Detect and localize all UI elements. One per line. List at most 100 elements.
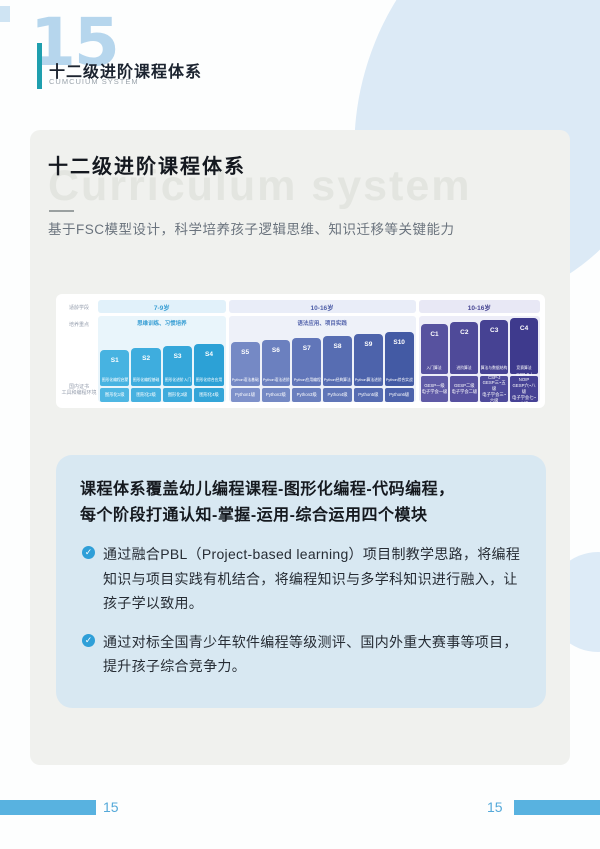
level-code: S9: [364, 341, 373, 348]
level-column-S8: S8 Python经典算法 Python4级: [323, 336, 352, 402]
bullet-item: ✓ 通过对标全国青少年软件编程等级测评、国内外重大赛事等项目，提升孩子综合竞争力。: [80, 630, 522, 679]
level-cert: Python6级: [384, 388, 414, 402]
level-column-S6: S6 Python语法进阶 Python2级: [261, 340, 291, 402]
level-label: 图形化编程启蒙: [101, 377, 129, 382]
level-bar: S8 Python经典算法: [323, 336, 352, 386]
level-bar: S2 图形化编程基础: [131, 348, 161, 386]
level-bar: S10 Python综合实战: [384, 332, 414, 386]
group-body: 语法应用、项目实践 S5 Python语法基础 Python1级 S6 Python语法进…: [228, 316, 416, 402]
level-column-S2: S2 图形化编程基础 图形化2级: [131, 348, 161, 402]
level-column-S1: S1 图形化编程启蒙图形化1级: [100, 350, 130, 402]
chapter-title: 十二级进阶课程体系: [49, 64, 203, 81]
group-focus: 思维训练、习惯培养: [137, 321, 187, 327]
level-bar: C4 竞赛算法: [510, 318, 538, 374]
level-label: 入门算法: [426, 365, 443, 370]
level-code: S2: [142, 355, 151, 362]
group-age-range: 10-16岁: [418, 300, 540, 313]
level-cert: 图形化1级: [100, 388, 130, 402]
level-bar: S3 图形化进阶入门: [162, 346, 193, 386]
level-bar: S9 Python算法进阶: [353, 334, 383, 386]
group-age-range: 10-16岁: [228, 300, 416, 313]
watermark-text: Curriculum system: [48, 162, 472, 210]
level-bar: S6 Python语法进阶: [261, 340, 291, 386]
level-label: Python综合实战: [385, 377, 413, 382]
level-column-C4: C4 竞赛算法 CSP-S / NOIP GESP六~八级 电子学会七~八级: [510, 318, 538, 406]
level-cert: Python3级: [292, 388, 322, 402]
level-label: Python经典算法: [324, 377, 352, 382]
level-label: Python应用编程: [293, 377, 321, 382]
level-group-2: 10-16岁语法应用、项目实践 S5 Python语法基础 Python1级 S6 Pyt…: [228, 300, 416, 402]
chapter-number: 15: [30, 4, 120, 81]
level-group-1: 7-9岁 思维训练、习惯培养 S1 图形化编程启蒙 图形化1级 S2 图形化编程基础 图形化2…: [98, 300, 226, 402]
level-code: C2: [460, 329, 469, 336]
bullet-item: ✓ 通过融合PBL（Project-based learning）项目制教学思路，…: [80, 542, 522, 616]
level-label: Python语法进阶: [262, 377, 290, 382]
page-number-left: 15: [103, 799, 119, 815]
level-bar: S5 Python语法基础: [230, 342, 260, 386]
level-label: 竞赛算法: [516, 365, 532, 370]
level-bar: S4 图形化综合应用: [194, 344, 224, 386]
level-column-C1: C1 入门算法 GESP一级 电子学会一级: [420, 324, 449, 402]
level-bar: S7 Python应用编程: [292, 338, 322, 386]
footer-bar-right: [514, 800, 600, 815]
row-label-focus: 培养重点: [68, 322, 89, 328]
level-cert: Python5级: [353, 388, 383, 402]
level-cert: CSP-S / NOIP GESP六~八级 电子学会七~八级: [510, 371, 538, 406]
check-icon: ✓: [82, 633, 95, 647]
level-column-S3: S3 图形化进阶入门 图形化3级: [162, 346, 193, 402]
row-label-cert: 国内证书 工具和编程环境: [61, 383, 97, 396]
level-code: C3: [490, 327, 499, 334]
level-bar: C2 进阶算法: [450, 322, 479, 374]
card-title: 十二级进阶课程体系: [48, 156, 246, 178]
group-body: C1 入门算法 GESP一级 电子学会一级 C2 进阶算法 GESP二级 电子学会二级 C3…: [418, 316, 540, 406]
level-code: C4: [519, 325, 529, 332]
footer-bar-left: [0, 800, 96, 815]
accent-bar: [37, 43, 42, 89]
level-bar: C1 入门算法: [420, 324, 449, 374]
level-column-S9: S9 Python算法进阶 Python5级: [353, 334, 383, 402]
level-label: 进阶算法: [456, 365, 472, 370]
level-code: S3: [173, 353, 182, 360]
level-label: Python语法基础: [231, 377, 259, 382]
level-bar: S1 图形化编程启蒙: [100, 350, 130, 386]
content-card: Curriculum system 十二级进阶课程体系 基于FSC模型设计，科学…: [30, 130, 570, 765]
level-cert: GESP二级 电子学会二级: [450, 376, 479, 402]
check-icon: ✓: [82, 546, 95, 560]
level-code: S5: [241, 349, 250, 356]
level-cert: Python2级: [261, 388, 291, 402]
level-code: S8: [333, 343, 342, 350]
decorative-corner-mark: [0, 6, 10, 22]
info-panel: 课程体系覆盖幼儿编程课程-图形化编程-代码编程， 每个阶段打通认知-掌握-运用-…: [56, 455, 546, 708]
level-code: S7: [302, 345, 311, 352]
bullet-text: 通过融合PBL（Project-based learning）项目制教学思路，将…: [103, 546, 521, 612]
bullet-list: ✓ 通过融合PBL（Project-based learning）项目制教学思路，…: [80, 542, 522, 679]
group-focus: 语法应用、项目实践: [297, 321, 347, 327]
level-bar: C3 算法与数据结构: [480, 320, 509, 374]
group-body: 思维训练、习惯培养 S1 图形化编程启蒙 图形化1级 S2 图形化编程基础 图形化2级 S3 图…: [98, 316, 226, 402]
level-cert: CSP-J GESP三~五级 电子学会三~六级: [480, 374, 509, 403]
level-code: C1: [430, 331, 439, 338]
level-code: S1: [110, 357, 119, 364]
level-cert: GESP一级 电子学会一级: [420, 376, 449, 402]
level-cert: Python1级: [230, 388, 260, 402]
row-label-age: 适龄学段: [68, 305, 89, 311]
title-divider: [49, 210, 74, 212]
level-column-C2: C2 进阶算法 GESP二级 电子学会二级: [450, 322, 479, 402]
level-column-S7: S7 Python应用编程 Python3级: [292, 338, 322, 402]
info-heading: 课程体系覆盖幼儿编程课程-图形化编程-代码编程， 每个阶段打通认知-掌握-运用-…: [80, 477, 522, 528]
bullet-text: 通过对标全国青少年软件编程等级测评、国内外重大赛事等项目，提升孩子综合竞争力。: [103, 633, 518, 675]
level-column-S5: S5 Python语法基础 Python1级: [230, 342, 260, 402]
chapter-subtitle: CUMCUIUM SYSTEM: [49, 77, 139, 86]
level-column-S4: S4 图形化综合应用 图形化4级: [194, 344, 224, 402]
level-column-S10: S10 Python综合实战 Python6级: [384, 332, 414, 402]
level-cert: Python4级: [323, 388, 352, 402]
card-subtitle: 基于FSC模型设计，科学培养孩子逻辑思维、知识迁移等关键能力: [48, 222, 455, 237]
chart-groups: 7-9岁 思维训练、习惯培养 S1 图形化编程启蒙 图形化1级 S2 图形化编程基础 图形化2…: [98, 300, 540, 406]
curriculum-chart: 适龄学段 培养重点 国内证书 工具和编程环境 7-9岁 思维训练、习惯培养 S1 图形…: [56, 294, 545, 408]
level-label: 图形化编程基础: [132, 377, 160, 382]
level-code: S4: [205, 351, 213, 358]
info-heading-line1: 课程体系覆盖幼儿编程课程-图形化编程-代码编程，: [80, 481, 455, 498]
level-code: S10: [393, 339, 405, 346]
level-label: 算法与数据结构: [480, 365, 508, 370]
chart-row-labels: 适龄学段 培养重点 国内证书 工具和编程环境: [60, 300, 98, 402]
